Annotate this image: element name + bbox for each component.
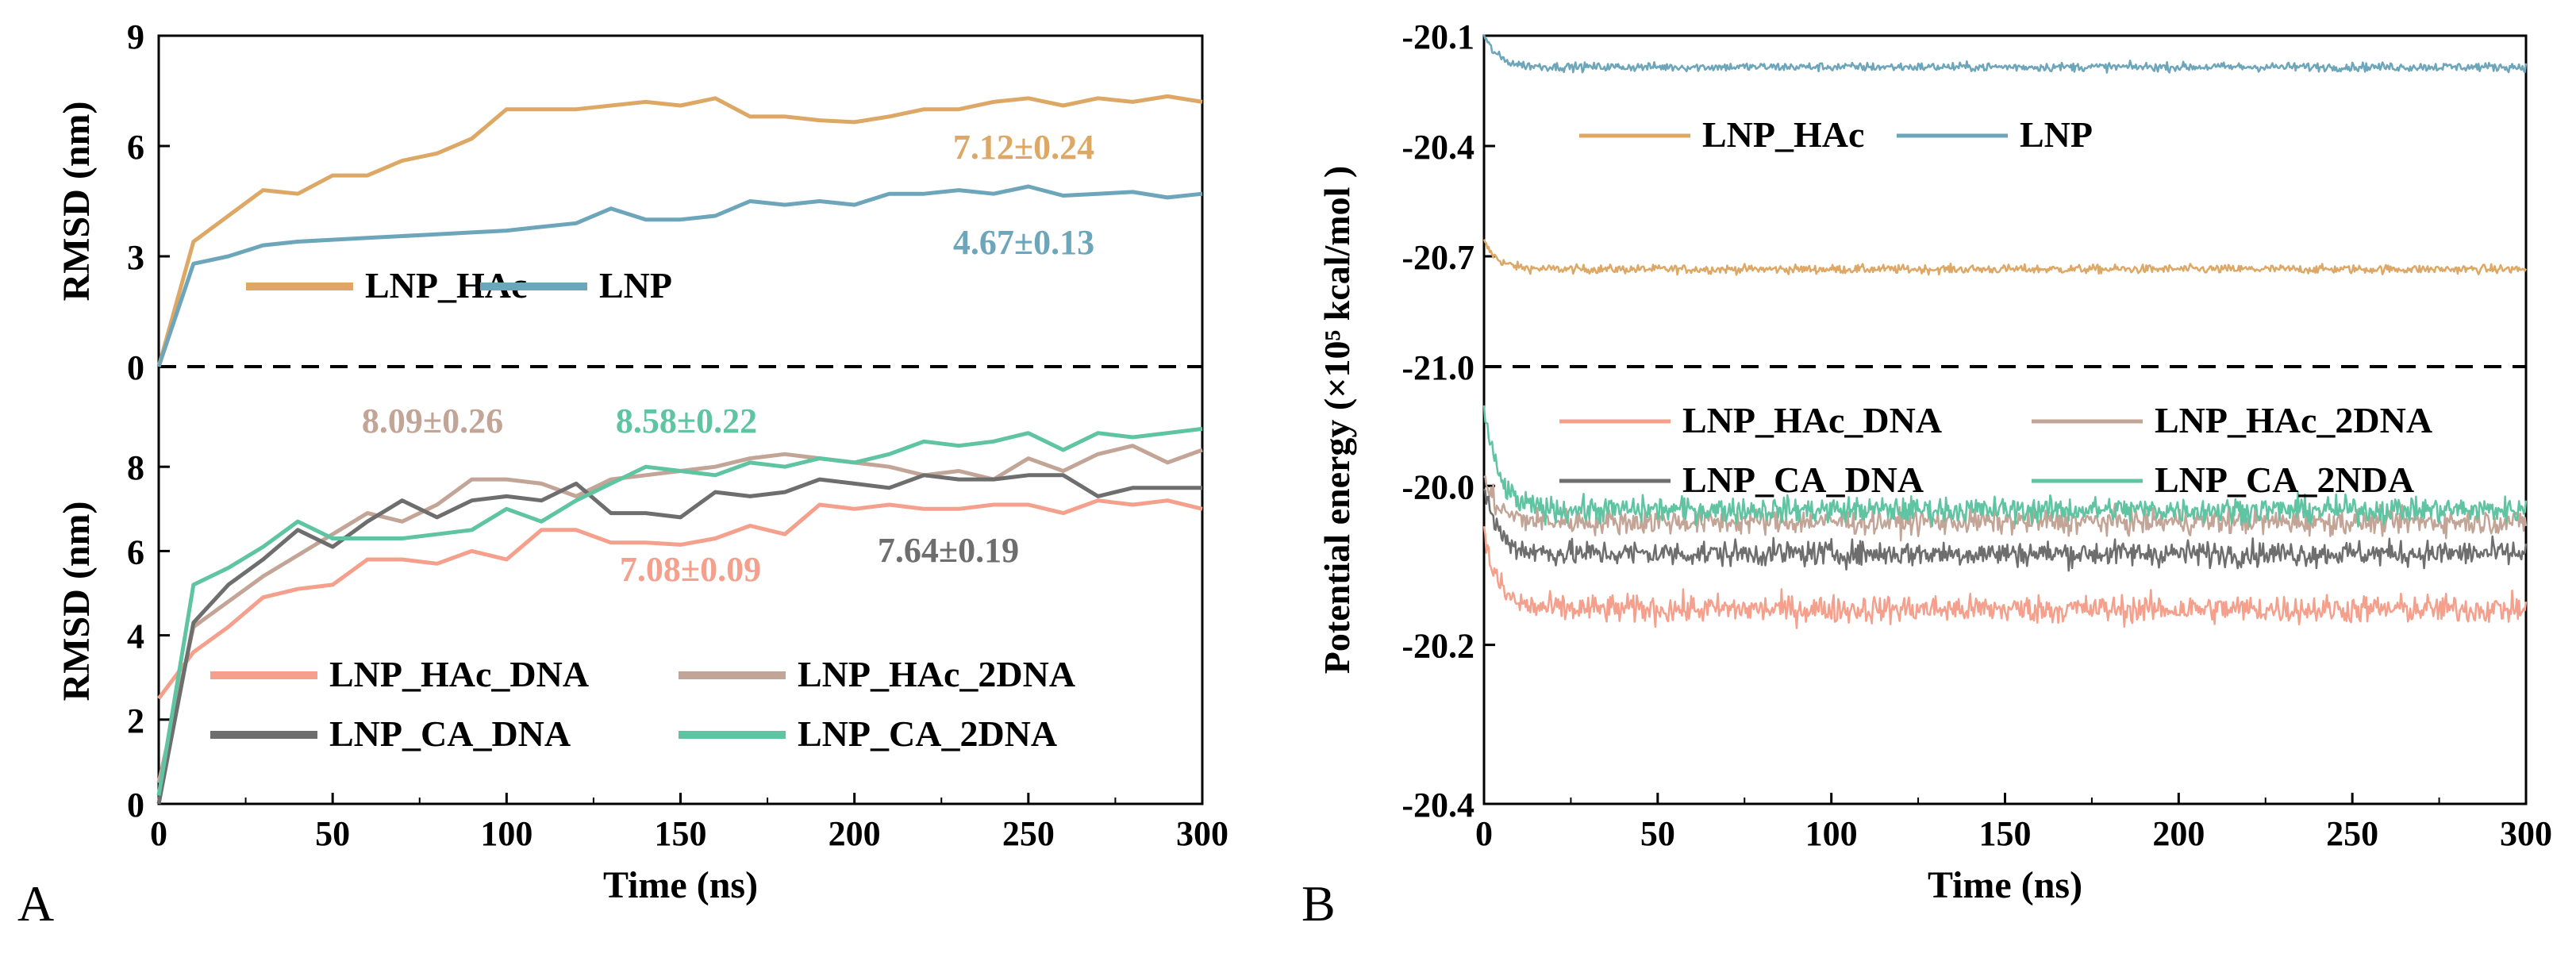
y-tick-label: -20.7 [1401,238,1474,277]
legend-label: LNP_HAc_2DNA [2155,400,2432,440]
x-tick-label: 0 [1475,814,1493,853]
legend-label: LNP [2020,114,2093,155]
y-axis-label-lower: RMSD (nm) [56,502,98,702]
series-trace-lnp-hac-dna [1482,526,2528,629]
series-line-lnp [156,184,1203,367]
y-tick-label: 9 [127,17,144,56]
x-tick-label: 50 [315,814,350,853]
x-tick-label: 200 [829,814,881,853]
x-tick-label: 250 [1002,814,1055,853]
y-tick-label: -20.1 [1401,17,1474,56]
annotation-value: 8.58±0.22 [616,402,757,440]
legend-label: LNP_CA_DNA [1682,459,1924,500]
x-axis-label: Time (ns) [603,864,758,906]
series-trace-lnp-hac [1482,239,2528,276]
legend-label: LNP_HAc_2DNA [798,654,1075,694]
y-tick-label: 4 [127,617,144,656]
y-tick-label: 6 [127,128,144,167]
legend-label: LNP_HAc_DNA [1682,400,1942,440]
legend-label: LNP_CA_2NDA [2155,459,2414,500]
y-tick-label: 6 [127,532,144,571]
panel-b: 0 50 100 150 200 250 300 Time (ns) -20.1 -20.4 -20… [1301,17,2552,932]
x-tick-label: 300 [2500,814,2552,853]
y-tick-label: -20.4 [1401,786,1474,825]
y-axis-label-upper: RMSD (nm) [56,102,98,302]
legend-label: LNP [599,265,672,306]
series-line-lnp-hac [156,94,1203,367]
x-tick-label: 250 [2326,814,2378,853]
annotation-value: 7.64±0.19 [878,531,1019,570]
y-tick-label: -20.2 [1401,627,1474,666]
y-axis-label: Potential energy (×10⁵ kcal/mol ) [1317,166,1357,674]
annotation-value: 8.09±0.26 [362,402,503,440]
annotation-value: 7.12±0.24 [953,128,1094,167]
legend-label: LNP_HAc_DNA [329,654,589,694]
panel-a: 0 50 100 150 200 250 300 Time (ns) 0 3 6 9 0 2 4 6 8 RMSD… [17,17,1228,932]
x-tick-label: 0 [150,814,167,853]
x-axis-label: Time (ns) [1928,864,2082,906]
legend-label: LNP_CA_DNA [329,713,571,754]
y-tick-label: -20.4 [1401,128,1474,167]
annotation-value: 4.67±0.13 [953,223,1094,262]
series-trace-lnp-ca-2nda [1482,405,2528,528]
x-tick-label: 150 [1979,814,2032,853]
y-tick-label: 2 [127,702,144,740]
x-tick-label: 100 [480,814,533,853]
panel-label: A [17,875,54,932]
y-tick-label: 0 [127,786,144,825]
x-tick-label: 300 [1176,814,1228,853]
series-trace-lnp-ca-dna [1483,488,2528,572]
x-tick-label: 100 [1805,814,1858,853]
y-tick-label: 0 [127,348,144,387]
annotation-value: 7.08±0.09 [620,550,761,589]
y-tick-label: 3 [127,238,144,277]
y-tick-label: 8 [127,448,144,487]
x-tick-label: 200 [2152,814,2205,853]
series-trace-lnp [1482,34,2528,74]
legend-label: LNP_HAc [1702,114,1864,155]
legend-label: LNP_CA_2DNA [798,713,1057,754]
x-tick-label: 150 [655,814,707,853]
series-line-lnp-ca-2dna [156,426,1203,796]
series-line-lnp-hac-dna [156,498,1203,700]
y-tick-label: -20.0 [1401,467,1474,506]
panel-label: B [1301,875,1336,932]
series-line-lnp-ca-dna [156,473,1202,805]
x-tick-label: 50 [1640,814,1675,853]
y-tick-label: -21.0 [1401,348,1474,387]
